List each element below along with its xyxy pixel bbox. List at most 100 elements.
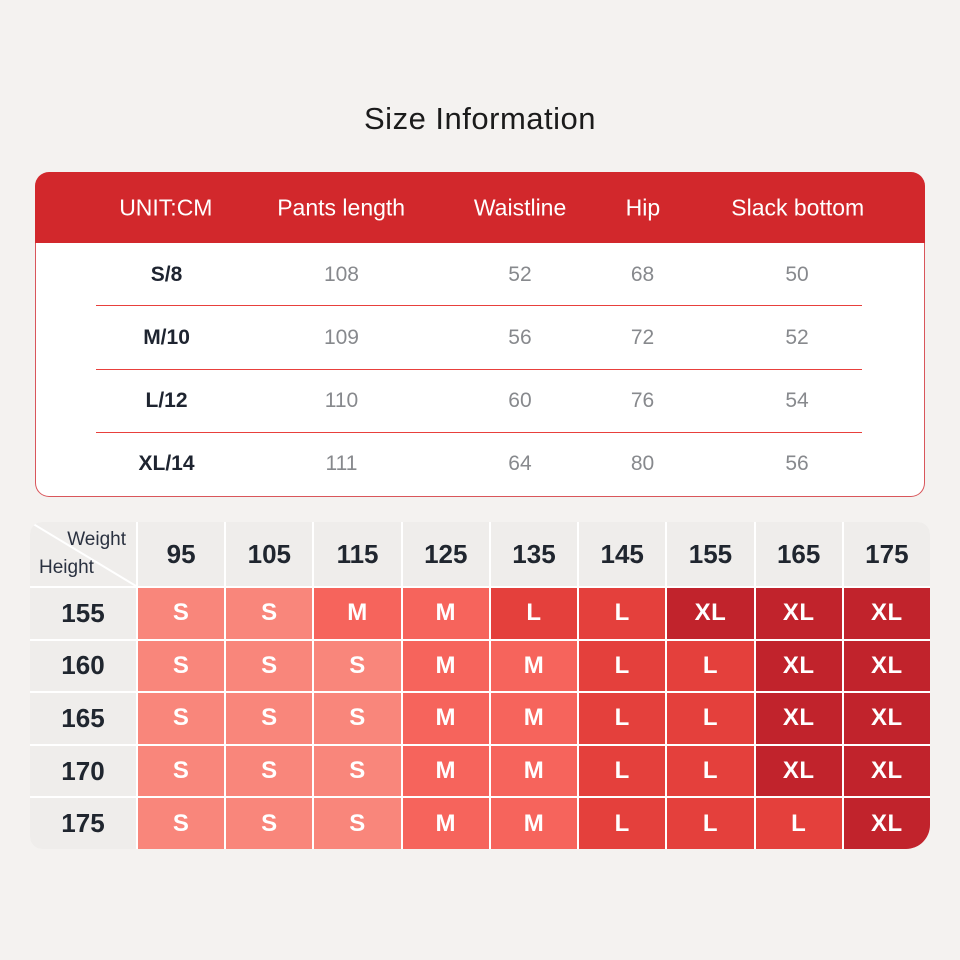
matrix-size-cell: L <box>579 745 666 797</box>
matrix-size-cell: XL <box>843 693 930 744</box>
matrix-size-cell: S <box>138 798 225 849</box>
height-label-cell: 175 <box>30 798 136 849</box>
matrix-size-value: M <box>435 757 457 785</box>
size-matrix: Weight Height 95 105 115 125 135 145 155 165 175 15… <box>30 522 930 849</box>
matrix-size-value: XL <box>871 809 903 837</box>
weight-header-value: 125 <box>424 538 468 569</box>
matrix-size-cell: S <box>314 798 401 849</box>
matrix-size-cell: L <box>667 693 754 744</box>
matrix-size-cell: M <box>402 640 489 692</box>
matrix-size-cell: S <box>138 745 225 797</box>
matrix-size-cell: L <box>667 745 754 797</box>
matrix-size-value: M <box>347 599 368 627</box>
matrix-size-value: S <box>261 599 278 627</box>
unit-label: UNIT:CM <box>119 194 213 220</box>
matrix-size-value: M <box>435 704 457 732</box>
table-row: XL/14 111 64 80 56 <box>36 433 924 496</box>
height-label-value: 160 <box>61 650 105 681</box>
pants-length-value: 111 <box>325 452 358 476</box>
slack-bottom-value: 56 <box>785 452 809 476</box>
waistline-value: 64 <box>508 452 532 476</box>
waistline-value: 52 <box>508 262 532 286</box>
slack-bottom-value: 52 <box>785 325 809 349</box>
matrix-size-cell: M <box>490 640 578 692</box>
weight-axis-label: Weight <box>67 529 126 550</box>
pants-length-value: 109 <box>323 325 359 349</box>
matrix-size-value: XL <box>782 651 815 679</box>
matrix-size-cell: S <box>226 693 313 744</box>
matrix-size-cell: XL <box>843 588 930 639</box>
matrix-size-cell: S <box>314 693 401 744</box>
column-header-hip: Hip <box>625 194 661 220</box>
weight-header-cell: 115 <box>314 522 401 586</box>
matrix-size-value: S <box>349 809 366 837</box>
matrix-size-cell: XL <box>755 640 842 692</box>
weight-header-cell: 165 <box>755 522 842 586</box>
size-label: M/10 <box>143 325 190 349</box>
matrix-size-value: L <box>614 757 630 785</box>
weight-header-cell: 175 <box>843 522 930 586</box>
matrix-size-cell: S <box>226 798 313 849</box>
matrix-size-cell: M <box>490 798 578 849</box>
size-label: S/8 <box>150 262 183 286</box>
matrix-size-cell: L <box>579 640 666 692</box>
table-row: L/12 110 60 76 54 <box>36 370 924 434</box>
size-label: L/12 <box>145 389 188 413</box>
waistline-value: 60 <box>508 389 532 413</box>
matrix-size-cell: S <box>138 588 225 639</box>
height-label-cell: 165 <box>30 693 136 744</box>
matrix-size-cell: M <box>402 798 489 849</box>
weight-header-cell: 95 <box>138 522 225 586</box>
height-label-cell: 160 <box>30 640 136 692</box>
matrix-size-value: L <box>702 704 719 732</box>
matrix-size-value: L <box>526 599 542 627</box>
hip-value: 72 <box>630 325 655 349</box>
size-table-header: UNIT:CM Pants length Waistline Hip Slack… <box>35 172 925 243</box>
matrix-size-cell: L <box>579 693 666 744</box>
matrix-size-value: S <box>172 704 190 732</box>
weight-header-value: 135 <box>512 538 556 569</box>
height-label-value: 155 <box>61 597 105 628</box>
matrix-size-value: M <box>523 704 545 732</box>
weight-header-value: 105 <box>247 538 292 569</box>
height-label-value: 175 <box>61 808 105 839</box>
matrix-size-value: XL <box>871 704 903 732</box>
height-label-cell: 155 <box>30 588 136 639</box>
matrix-size-value: XL <box>782 599 815 627</box>
matrix-size-value: S <box>172 599 190 627</box>
hip-value: 76 <box>630 389 655 413</box>
height-label-cell: 170 <box>30 745 136 797</box>
matrix-size-cell: XL <box>667 588 754 639</box>
matrix-size-value: S <box>349 704 366 732</box>
size-table: UNIT:CM Pants length Waistline Hip Slack… <box>35 172 925 497</box>
matrix-size-cell: S <box>226 745 313 797</box>
hip-value: 80 <box>630 452 655 476</box>
matrix-size-value: L <box>614 704 630 732</box>
matrix-size-cell: L <box>667 640 754 692</box>
matrix-size-value: XL <box>871 757 903 785</box>
hip-value: 68 <box>630 262 655 286</box>
matrix-size-value: S <box>261 757 278 785</box>
pants-length-value: 108 <box>323 262 359 286</box>
matrix-size-value: L <box>702 809 719 837</box>
weight-header-value: 115 <box>336 538 379 569</box>
matrix-size-value: L <box>614 651 630 679</box>
matrix-size-value: S <box>261 651 278 679</box>
column-header-pants-length: Pants length <box>277 194 406 220</box>
matrix-size-value: M <box>435 599 457 627</box>
matrix-size-cell: XL <box>843 798 930 849</box>
weight-header-value: 175 <box>865 538 909 569</box>
size-table-body: S/8 108 52 68 50 M/10 109 56 72 52 L/12 … <box>35 243 925 497</box>
matrix-size-cell: M <box>402 693 489 744</box>
matrix-size-cell: S <box>314 640 401 692</box>
matrix-size-cell: L <box>579 588 666 639</box>
height-label-value: 165 <box>61 702 105 733</box>
matrix-size-cell: S <box>138 640 225 692</box>
matrix-size-value: S <box>349 651 366 679</box>
table-row: M/10 109 56 72 52 <box>36 306 924 370</box>
matrix-size-cell: M <box>402 588 489 639</box>
weight-header-value: 145 <box>600 538 644 569</box>
weight-header-cell: 105 <box>226 522 313 586</box>
matrix-size-value: S <box>172 757 190 785</box>
slack-bottom-value: 50 <box>785 262 809 286</box>
